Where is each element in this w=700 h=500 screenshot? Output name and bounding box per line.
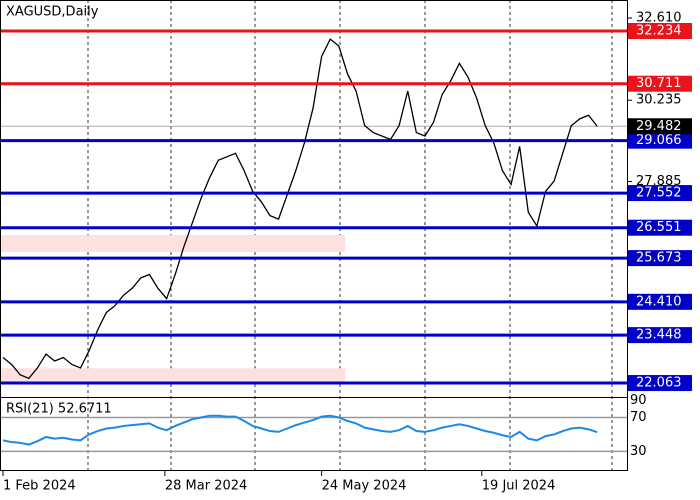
level-label: 24.410 xyxy=(636,294,682,309)
level-label: 23.448 xyxy=(636,328,682,343)
level-label: 22.063 xyxy=(636,376,682,391)
current-box xyxy=(628,118,692,135)
rsi-tick-label: 90 xyxy=(630,393,647,408)
y-tick-label: 30.235 xyxy=(636,93,682,108)
time-grid xyxy=(87,0,613,470)
level-label: 25.673 xyxy=(636,251,682,266)
level-box xyxy=(628,219,692,236)
level-box xyxy=(628,375,692,392)
x-tick-label: 1 Feb 2024 xyxy=(3,479,76,494)
level-box xyxy=(628,185,692,202)
rsi-line xyxy=(2,414,598,446)
level-label: 29.066 xyxy=(636,133,682,148)
x-tick-label: 19 Jul 2024 xyxy=(482,479,556,494)
level-label: 30.711 xyxy=(636,76,682,91)
zone xyxy=(1,368,345,384)
current-label: 29.482 xyxy=(636,119,682,134)
level-box xyxy=(628,293,692,310)
level-box xyxy=(628,327,692,344)
level-box xyxy=(628,132,692,149)
level-box xyxy=(628,250,692,267)
level-box xyxy=(628,23,692,40)
y-tick-label: 32.610 xyxy=(636,10,682,25)
level-label: 32.234 xyxy=(636,24,682,39)
level-label: 27.552 xyxy=(636,186,682,201)
level-label: 26.551 xyxy=(636,220,682,235)
price-line xyxy=(2,38,598,380)
chart-content: 32.61030.23527.88532.23430.71129.06627.5… xyxy=(1,10,692,494)
level-box xyxy=(628,75,692,92)
rsi-frame xyxy=(0,397,628,471)
chart-title: XAGUSD,Daily xyxy=(6,5,99,20)
rsi-label: RSI(21) 52.6711 xyxy=(6,402,112,417)
rsi-tick-label: 30 xyxy=(630,444,647,459)
x-tick-label: 28 Mar 2024 xyxy=(165,479,247,494)
x-tick-label: 24 May 2024 xyxy=(322,479,407,494)
rsi-tick-label: 70 xyxy=(630,410,647,425)
zone xyxy=(1,235,345,252)
